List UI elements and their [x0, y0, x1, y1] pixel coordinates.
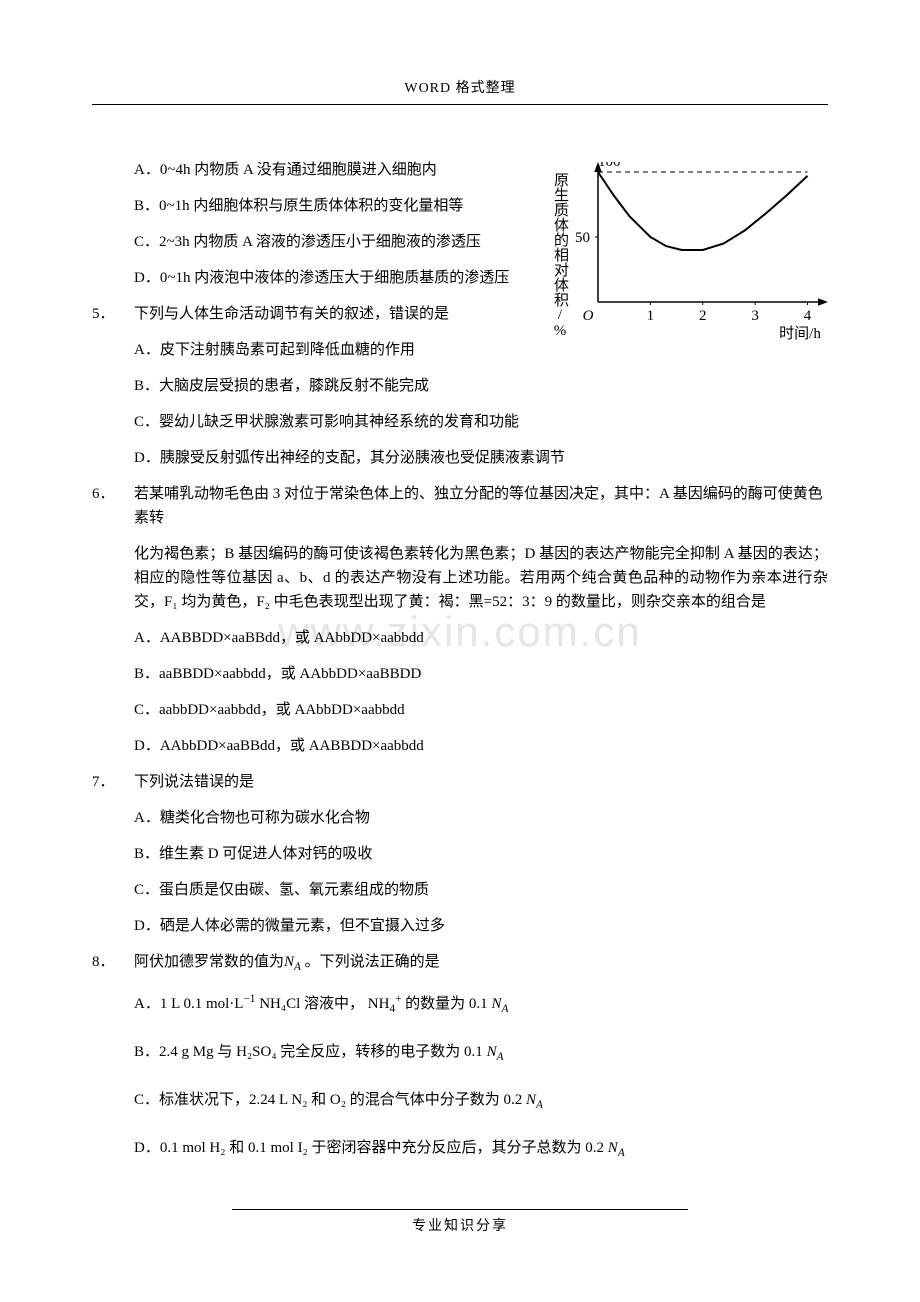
chart-svg: 50 100 1 2 3 4 O 时间/h: [554, 162, 834, 346]
page-header: WORD 格式整理: [0, 78, 920, 100]
q6-stem: 6． 若某哺乳动物毛色由 3 对位于常染色体上的、独立分配的等位基因决定，其中：…: [92, 482, 828, 530]
q8-stem: 8． 阿伏加德罗常数的值为NA 。下列说法正确的是: [92, 950, 828, 976]
q6-text: 若某哺乳动物毛色由 3 对位于常染色体上的、独立分配的等位基因决定，其中：A 基…: [134, 482, 828, 530]
q8-text: 阿伏加德罗常数的值为NA 。下列说法正确的是: [134, 950, 828, 976]
chart-ylabel: 原生质体的相对体积/%: [548, 172, 572, 339]
q6-number: 6．: [92, 482, 134, 530]
q7-option-a: A．糖类化合物也可称为碳水化合物: [134, 806, 828, 830]
q8-na: NA: [284, 954, 301, 970]
q8-post: 。下列说法正确的是: [301, 954, 440, 970]
svg-text:100: 100: [598, 162, 621, 170]
q5-number: 5．: [92, 302, 134, 326]
q7-number: 7．: [92, 770, 134, 794]
q5-option-b: B．大脑皮层受损的患者，膝跳反射不能完成: [134, 374, 828, 398]
q6-body: 化为褐色素；B 基因编码的酶可使该褐色素转化为黑色素；D 基因的表达产物能完全抑…: [134, 542, 828, 614]
q6-option-b: B．aaBBDD×aabbdd，或 AAbbDD×aaBBDD: [134, 662, 828, 686]
q6-option-d: D．AAbbDD×aaBBdd，或 AABBDD×aabbdd: [134, 734, 828, 758]
q8-pre: 阿伏加德罗常数的值为: [134, 954, 284, 970]
svg-text:3: 3: [751, 308, 759, 324]
q7-option-b: B．维生素 D 可促进人体对钙的吸收: [134, 842, 828, 866]
q8-option-b: B．2.4 g Mg 与 H₂SO₄ 完全反应，转移的电子数为 0.1 NA: [134, 1040, 828, 1066]
q8-number: 8．: [92, 950, 134, 976]
q5-option-d: D．胰腺受反射弧传出神经的支配，其分泌胰液也受促胰液素调节: [134, 446, 828, 470]
svg-text:2: 2: [699, 308, 707, 324]
svg-text:1: 1: [647, 308, 655, 324]
header-rule: [92, 104, 828, 105]
page-footer: 专业知识分享: [0, 1216, 920, 1238]
q8-option-a: A．1 L 0.1 mol·L−1 NH₄Cl 溶液中， NH4+ 的数量为 0…: [134, 990, 828, 1018]
q6-option-a: A．AABBDD×aaBBdd，或 AAbbDD×aabbdd: [134, 626, 828, 650]
q6-option-c: C．aabbDD×aabbdd，或 AAbbDD×aabbdd: [134, 698, 828, 722]
q7-text: 下列说法错误的是: [134, 770, 828, 794]
q7-option-c: C．蛋白质是仅由碳、氢、氧元素组成的物质: [134, 878, 828, 902]
q7-option-d: D．硒是人体必需的微量元素，但不宜摄入过多: [134, 914, 828, 938]
svg-text:4: 4: [804, 308, 812, 324]
volume-chart: 原生质体的相对体积/% 501001234O时间/h: [554, 162, 834, 346]
q5-option-c: C．婴幼儿缺乏甲状腺激素可影响其神经系统的发育和功能: [134, 410, 828, 434]
q7-stem: 7． 下列说法错误的是: [92, 770, 828, 794]
footer-rule: [232, 1209, 688, 1210]
svg-text:50: 50: [575, 230, 590, 246]
q8-option-d: D．0.1 mol H₂ 和 0.1 mol I₂ 于密闭容器中充分反应后，其分…: [134, 1136, 828, 1162]
q8-option-c: C．标准状况下，2.24 L N₂ 和 O₂ 的混合气体中分子数为 0.2 NA: [134, 1088, 828, 1114]
svg-text:O: O: [583, 308, 594, 324]
svg-text:时间/h: 时间/h: [779, 325, 821, 342]
